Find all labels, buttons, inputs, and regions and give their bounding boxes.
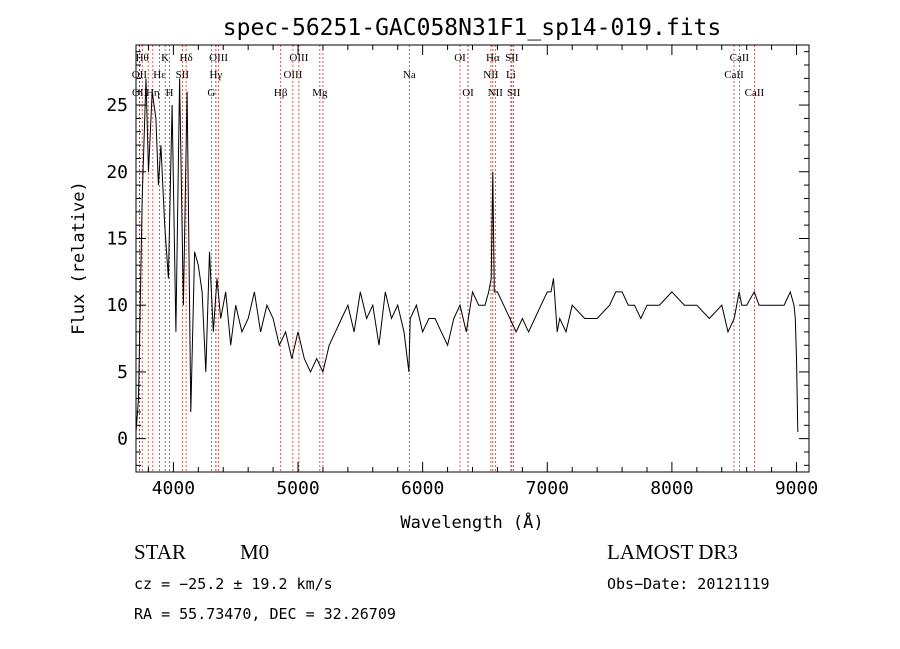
marker-label: OI: [454, 52, 466, 64]
marker-label: Hε: [153, 69, 166, 81]
x-tick-label: 8000: [650, 478, 693, 499]
axis-ticks: 4000 5000 6000 7000 8000 9000 0 5 10 15 20 25: [106, 45, 818, 499]
y-tick-label: 5: [117, 362, 128, 383]
marker-label: SII: [505, 52, 519, 64]
marker-label: H: [166, 87, 174, 99]
marker-label: CaII: [730, 52, 750, 64]
marker-label: Hη: [146, 87, 160, 99]
marker-label: G: [207, 87, 215, 99]
y-tick-label: 15: [106, 228, 128, 249]
x-tick-label: 7000: [526, 478, 569, 499]
y-tick-label: 10: [106, 295, 128, 316]
y-tick-label: 25: [106, 95, 128, 116]
y-tick-label: 0: [117, 429, 128, 450]
marker-label: Mg: [312, 87, 328, 99]
survey-name: LAMOST DR3: [607, 540, 738, 564]
y-axis-label: Flux (relative): [69, 181, 89, 335]
marker-label: NII: [488, 87, 504, 99]
observation-date: Obs−Date: 20121119: [607, 575, 770, 593]
marker-label: SII: [507, 87, 521, 99]
marker-label: K: [161, 52, 169, 64]
marker-label: OI: [462, 87, 474, 99]
x-tick-label: 6000: [401, 478, 444, 499]
marker-label: Li: [506, 69, 516, 81]
plot-frame: [135, 44, 810, 473]
spectrum-plot: [135, 78, 799, 433]
marker-label: OIII: [209, 52, 228, 64]
marker-label: Na: [403, 69, 416, 81]
marker-label: OIII: [289, 52, 308, 64]
y-tick-label: 20: [106, 162, 128, 183]
redshift-cz: cz = −25.2 ± 19.2 km/s: [134, 575, 333, 593]
x-tick-label: 9000: [775, 478, 818, 499]
marker-label: CaII: [745, 87, 765, 99]
x-tick-label: 5000: [276, 478, 319, 499]
marker-label: Hβ: [274, 87, 288, 99]
marker-label: Hθ: [136, 52, 149, 64]
chart-title: spec-56251-GAC058N31F1_sp14-019.fits: [223, 15, 722, 41]
object-subclass: M0: [240, 540, 270, 564]
spectrum-series-line: [135, 78, 799, 433]
coordinates: RA = 55.73470, DEC = 32.26709: [134, 605, 396, 623]
marker-label: OII: [132, 69, 148, 81]
marker-label: OIII: [283, 69, 302, 81]
marker-label: Hα: [486, 52, 500, 64]
x-tick-label: 4000: [152, 478, 195, 499]
marker-label: SII: [176, 69, 190, 81]
marker-label: Hδ: [180, 52, 193, 64]
marker-label: CaII: [724, 69, 744, 81]
object-class: STAR: [134, 540, 186, 564]
marker-label: Hγ: [209, 69, 222, 81]
x-axis-label: Wavelength (Å): [400, 511, 543, 533]
marker-label: NII: [483, 69, 499, 81]
